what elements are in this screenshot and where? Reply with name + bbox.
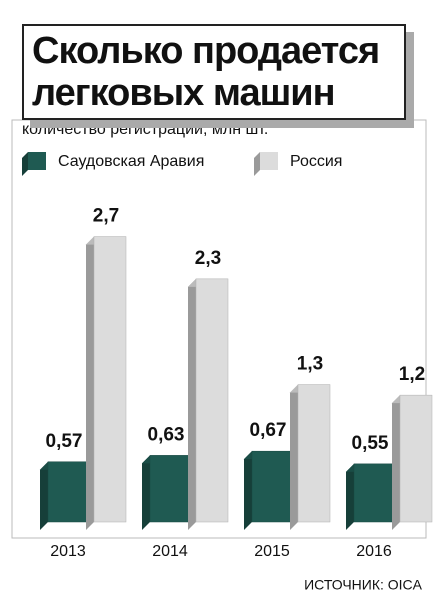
value-label: 0,57	[46, 431, 83, 452]
bar-side	[290, 384, 298, 530]
bar-side	[40, 461, 48, 530]
value-label: 1,3	[297, 354, 323, 375]
source: ИСТОЧНИК: OICA	[304, 577, 423, 593]
x-tick-label: 2014	[152, 543, 188, 560]
bar	[297, 384, 331, 523]
legend-label: Саудовская Аравия	[58, 153, 204, 170]
legend-swatch-side	[22, 152, 28, 176]
x-tick-label: 2013	[50, 543, 86, 560]
value-label: 0,67	[250, 420, 287, 441]
bar-side	[188, 278, 196, 530]
bar	[353, 463, 395, 523]
legend-label: Россия	[290, 153, 342, 170]
subtitle: количество регистраций, млн шт.	[22, 121, 268, 138]
bar-side	[86, 236, 94, 531]
legend-swatch-side	[254, 152, 260, 176]
bar	[195, 278, 229, 523]
legend-swatch	[28, 152, 46, 170]
title-box: Сколько продается легковых машин	[22, 24, 406, 120]
value-label: 2,3	[195, 248, 221, 269]
value-label: 2,7	[93, 206, 119, 227]
bar-side	[392, 395, 400, 530]
bar-side	[346, 463, 354, 530]
bar	[399, 394, 433, 523]
value-label: 0,63	[148, 424, 185, 445]
bar	[93, 236, 127, 523]
bar-side	[244, 451, 252, 530]
chart-title: Сколько продается легковых машин	[32, 30, 380, 114]
legend-swatch	[260, 152, 278, 170]
value-label: 0,55	[352, 433, 389, 454]
value-label: 1,2	[399, 364, 425, 385]
bar	[47, 461, 89, 523]
x-tick-label: 2015	[254, 543, 290, 560]
bar	[149, 455, 191, 523]
x-tick-label: 2016	[356, 543, 392, 560]
bar-side	[142, 455, 150, 530]
bar	[251, 450, 293, 523]
